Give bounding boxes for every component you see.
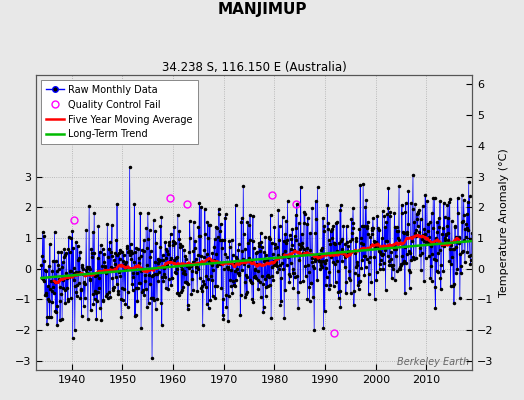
Text: Berkeley Earth: Berkeley Earth xyxy=(397,357,470,367)
Legend: Raw Monthly Data, Quality Control Fail, Five Year Moving Average, Long-Term Tren: Raw Monthly Data, Quality Control Fail, … xyxy=(41,80,198,144)
Text: MANJIMUP: MANJIMUP xyxy=(217,2,307,17)
Title: 34.238 S, 116.150 E (Australia): 34.238 S, 116.150 E (Australia) xyxy=(162,61,346,74)
Y-axis label: Temperature Anomaly (°C): Temperature Anomaly (°C) xyxy=(499,148,509,297)
